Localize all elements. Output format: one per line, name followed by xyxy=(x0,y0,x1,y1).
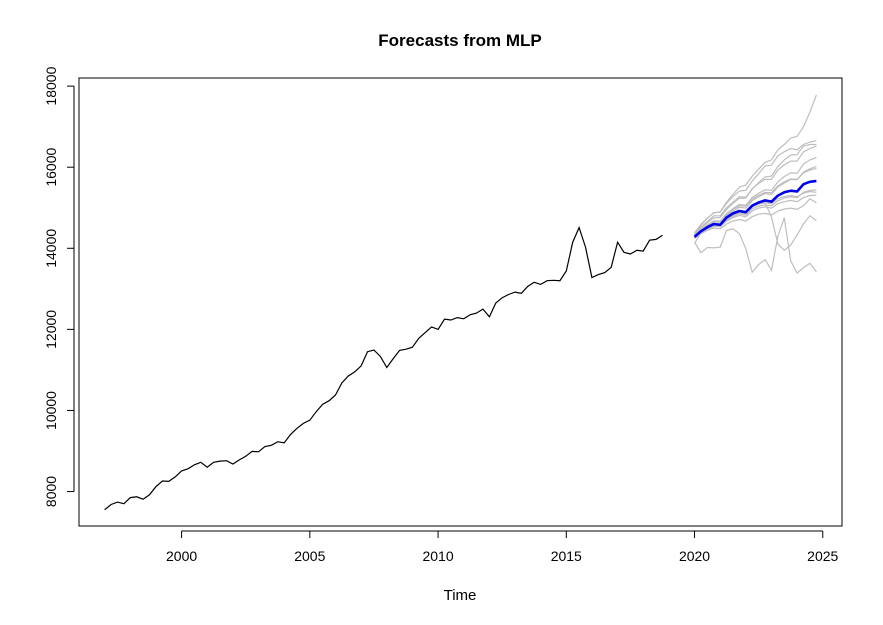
y-tick-label-14000: 14000 xyxy=(43,229,59,268)
x-tick-label-2005: 2005 xyxy=(294,548,325,564)
x-tick-label-2000: 2000 xyxy=(166,548,197,564)
x-tick-label-2010: 2010 xyxy=(422,548,453,564)
x-tick-label-2025: 2025 xyxy=(807,548,838,564)
x-axis: 2000 2005 2010 2015 2020 2025 xyxy=(166,530,839,564)
sample-path-line-6 xyxy=(693,217,817,274)
sample-path-line-12 xyxy=(694,167,817,237)
history-series xyxy=(104,225,663,511)
y-tick-label-16000: 16000 xyxy=(43,148,59,187)
sample-path-line-5 xyxy=(694,94,817,234)
sample-path-line-8 xyxy=(694,189,817,239)
history-line xyxy=(104,225,663,511)
sample-path-line-3 xyxy=(694,140,817,235)
sample-path-line-13 xyxy=(694,198,817,240)
x-tick-label-2020: 2020 xyxy=(679,548,710,564)
y-axis: 8000 10000 12000 14000 16000 18000 xyxy=(43,66,75,507)
sample-path-line-4 xyxy=(694,143,817,237)
x-axis-label: Time xyxy=(444,587,477,604)
x-tick-label-2015: 2015 xyxy=(551,548,582,564)
simulation-paths xyxy=(693,94,817,274)
y-tick-label-10000: 10000 xyxy=(43,391,59,430)
y-tick-label-12000: 12000 xyxy=(43,310,59,349)
forecast-line xyxy=(693,179,817,238)
y-tick-label-18000: 18000 xyxy=(43,66,59,105)
y-tick-label-8000: 8000 xyxy=(43,476,59,507)
plot-frame xyxy=(78,77,843,527)
chart-title: Forecasts from MLP xyxy=(378,31,541,50)
sample-path-line-9 xyxy=(694,194,817,239)
forecast-series xyxy=(693,179,817,238)
